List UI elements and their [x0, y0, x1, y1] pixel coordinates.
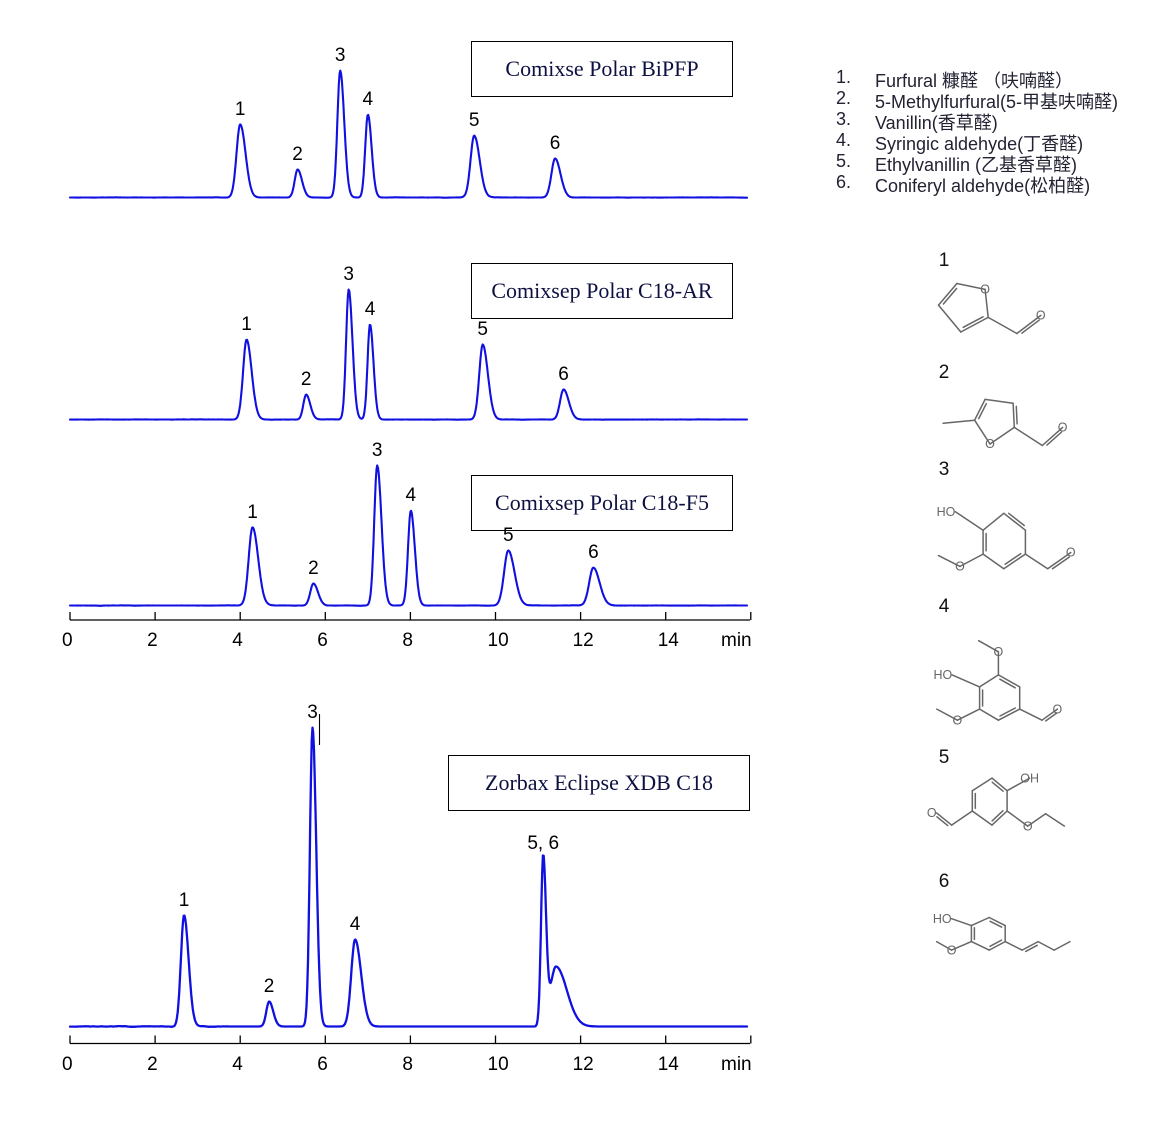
svg-text:6: 6: [939, 871, 950, 892]
svg-text:HO: HO: [937, 505, 956, 519]
svg-text:5: 5: [939, 747, 950, 768]
svg-text:O: O: [953, 713, 963, 727]
svg-text:O: O: [955, 560, 965, 574]
svg-text:O: O: [985, 437, 995, 451]
svg-text:O: O: [994, 645, 1004, 659]
svg-text:O: O: [1066, 546, 1076, 560]
svg-text:4: 4: [939, 596, 950, 617]
svg-text:HO: HO: [933, 668, 952, 682]
svg-text:O: O: [1058, 421, 1068, 435]
svg-text:O: O: [947, 943, 957, 957]
svg-text:O: O: [980, 283, 990, 297]
svg-text:1: 1: [939, 250, 950, 271]
svg-text:O: O: [1036, 309, 1046, 323]
svg-text:2: 2: [939, 362, 950, 383]
svg-text:O: O: [1053, 702, 1063, 716]
svg-text:O: O: [927, 806, 937, 820]
svg-text:O: O: [1023, 819, 1033, 833]
svg-text:3: 3: [939, 459, 950, 480]
svg-text:HO: HO: [933, 912, 952, 926]
svg-text:OH: OH: [1020, 771, 1039, 785]
